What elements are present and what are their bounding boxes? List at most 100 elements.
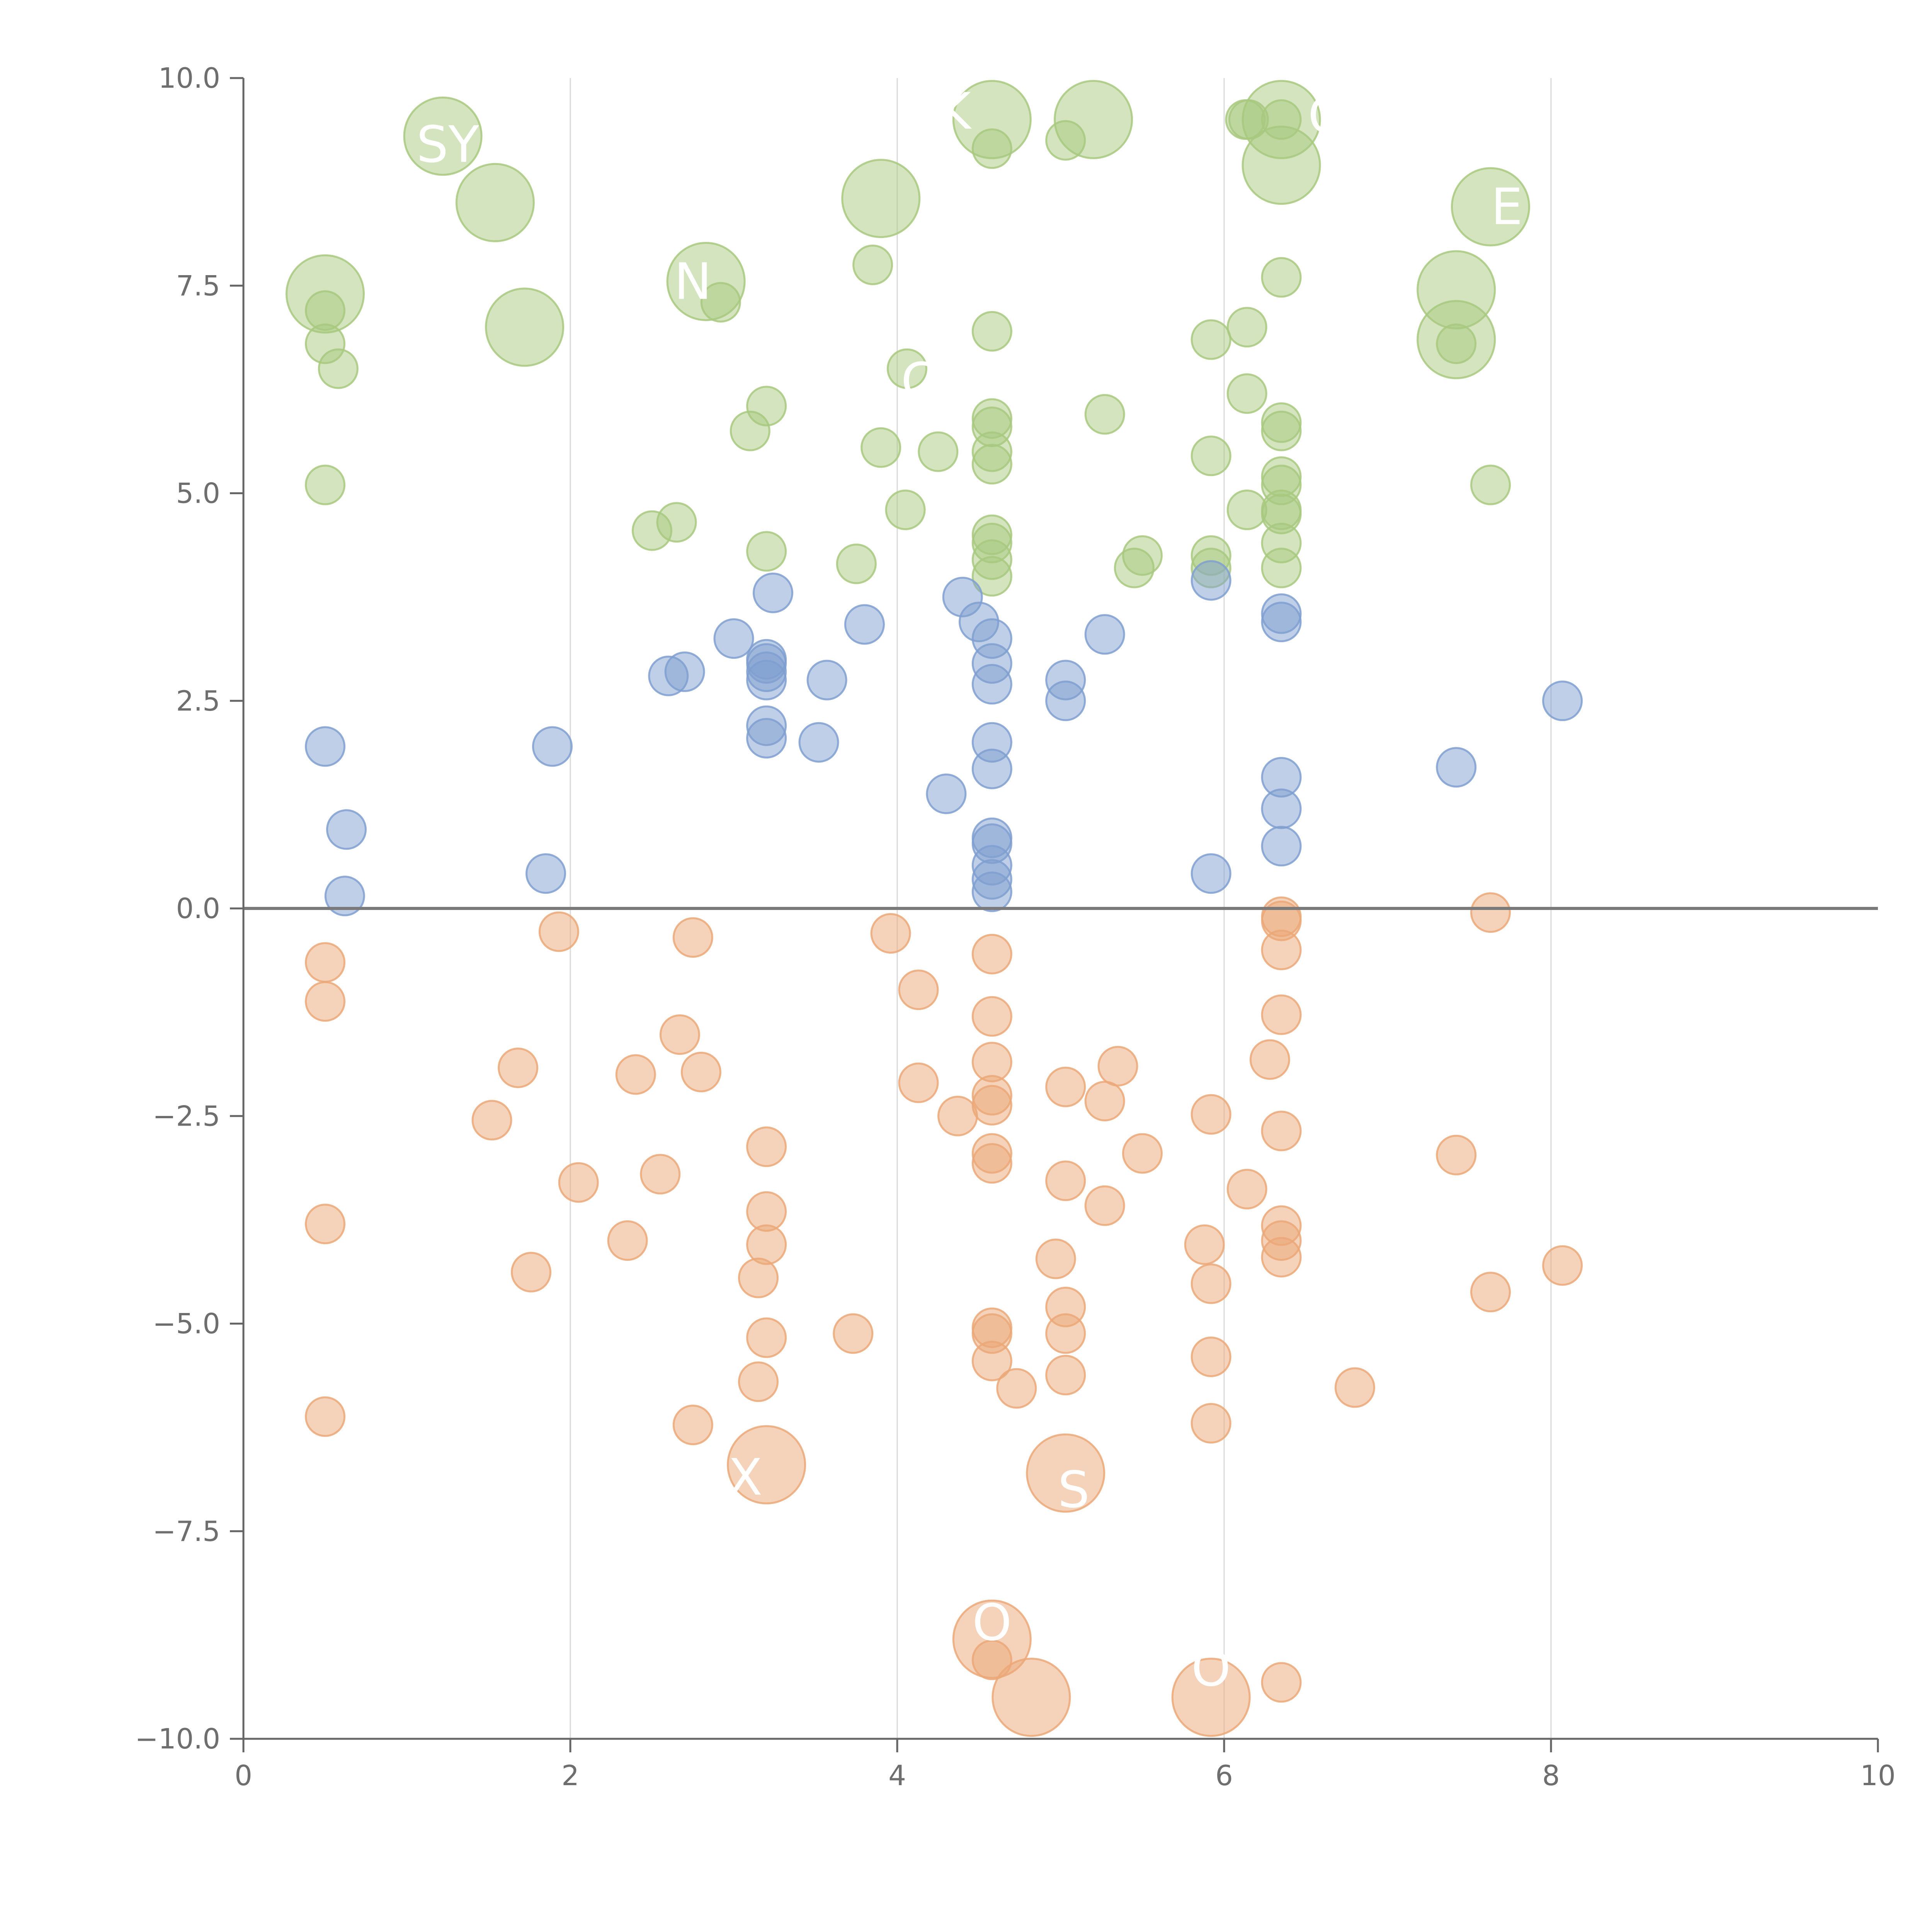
orange-point xyxy=(870,913,911,954)
green-point xyxy=(918,431,959,472)
blue-point xyxy=(305,726,345,767)
green-point xyxy=(971,128,1012,169)
orange-point xyxy=(1045,1066,1086,1107)
blue-point xyxy=(1436,747,1477,788)
blue-point xyxy=(324,876,365,917)
y-tick-label: 2.5 xyxy=(176,685,220,717)
blue-point xyxy=(664,651,705,692)
green-point xyxy=(656,502,697,543)
orange-point xyxy=(558,1162,599,1203)
orange-point xyxy=(1249,1039,1290,1080)
green-point xyxy=(746,386,787,427)
point-annotation-label: K xyxy=(938,82,972,141)
green-point xyxy=(485,287,565,367)
orange-point xyxy=(1190,1263,1231,1304)
point-annotation-label: X xyxy=(728,1448,762,1507)
point-annotation-label: C xyxy=(901,352,936,410)
x-tick-label: 0 xyxy=(235,1759,252,1792)
green-point xyxy=(971,556,1012,597)
orange-point xyxy=(992,1658,1071,1737)
orange-point xyxy=(1470,1272,1511,1313)
orange-point xyxy=(1261,1662,1302,1703)
orange-point xyxy=(538,911,579,952)
blue-point xyxy=(326,809,367,850)
point-annotation-label: S xyxy=(1058,1460,1090,1519)
green-point xyxy=(318,348,359,389)
orange-point xyxy=(971,1639,1012,1680)
blue-point xyxy=(844,604,885,645)
orange-point xyxy=(1045,1313,1086,1354)
orange-point xyxy=(672,1405,713,1446)
orange-point xyxy=(746,1317,787,1358)
orange-point xyxy=(738,1257,779,1298)
blue-point xyxy=(806,660,847,701)
y-tick-label: −5.0 xyxy=(153,1308,220,1340)
orange-point xyxy=(971,996,1012,1037)
x-tick-label: 4 xyxy=(888,1759,906,1792)
green-point xyxy=(885,490,926,530)
x-tick-label: 10 xyxy=(1860,1759,1896,1792)
green-point xyxy=(1226,490,1267,530)
green-point xyxy=(305,464,345,505)
orange-point xyxy=(305,981,345,1022)
orange-point xyxy=(640,1154,681,1195)
point-annotation-label: SY xyxy=(417,115,480,174)
orange-point xyxy=(1184,1224,1225,1265)
x-tick-label: 6 xyxy=(1215,1759,1233,1792)
blue-point xyxy=(1261,788,1302,829)
orange-point xyxy=(971,1085,1012,1126)
y-tick-label: 5.0 xyxy=(176,477,220,510)
green-point xyxy=(1436,323,1477,364)
blue-point xyxy=(1261,826,1302,867)
orange-point xyxy=(971,1340,1012,1381)
orange-point xyxy=(1261,1111,1302,1151)
orange-point xyxy=(607,1220,648,1261)
green-point xyxy=(1261,548,1302,588)
orange-point xyxy=(1190,1403,1231,1444)
orange-point xyxy=(511,1252,551,1293)
y-tick-label: −7.5 xyxy=(153,1515,220,1548)
orange-point xyxy=(1045,1160,1086,1201)
orange-point xyxy=(471,1100,512,1141)
y-tick-label: −2.5 xyxy=(153,1100,220,1132)
labels-layer: SY K C E N C X S O O xyxy=(417,82,1523,1697)
blue-point xyxy=(526,853,566,894)
green-point xyxy=(971,444,1012,485)
green-point xyxy=(1054,80,1133,159)
orange-point xyxy=(305,1396,345,1437)
orange-point xyxy=(898,969,939,1010)
orange-point xyxy=(1171,1658,1251,1737)
orange-point xyxy=(898,1062,939,1103)
green-point xyxy=(836,543,877,584)
orange-point xyxy=(672,917,713,958)
green-point xyxy=(700,282,741,323)
orange-point xyxy=(1261,994,1302,1035)
orange-point xyxy=(1035,1238,1076,1279)
orange-point xyxy=(1190,1094,1231,1135)
orange-point xyxy=(1436,1134,1477,1175)
orange-point xyxy=(498,1048,539,1088)
orange-point xyxy=(971,1143,1012,1184)
orange-point xyxy=(1122,1133,1163,1174)
green-point xyxy=(1084,394,1125,435)
green-point xyxy=(1451,167,1530,247)
blue-point xyxy=(746,718,787,759)
point-annotation-label: N xyxy=(674,252,712,311)
green-point xyxy=(841,159,921,238)
orange-point xyxy=(1334,1367,1375,1408)
green-point xyxy=(861,427,901,468)
blue-point xyxy=(1045,680,1086,721)
blue-point xyxy=(1084,614,1125,655)
blue-point xyxy=(1190,560,1231,601)
axes-layer: 0 2 4 6 8 10 10.0 7.5 5.0 2.5 0.0 −2.5 −5.0 −7.5 −10.0 xyxy=(135,62,1895,1792)
orange-point xyxy=(680,1051,721,1092)
orange-point xyxy=(833,1313,874,1354)
points-layer xyxy=(286,80,1583,1737)
y-tick-label: 0.0 xyxy=(176,892,220,925)
green-point xyxy=(746,531,787,572)
green-point xyxy=(1190,319,1231,360)
green-point xyxy=(1190,435,1231,476)
green-point xyxy=(971,311,1012,352)
